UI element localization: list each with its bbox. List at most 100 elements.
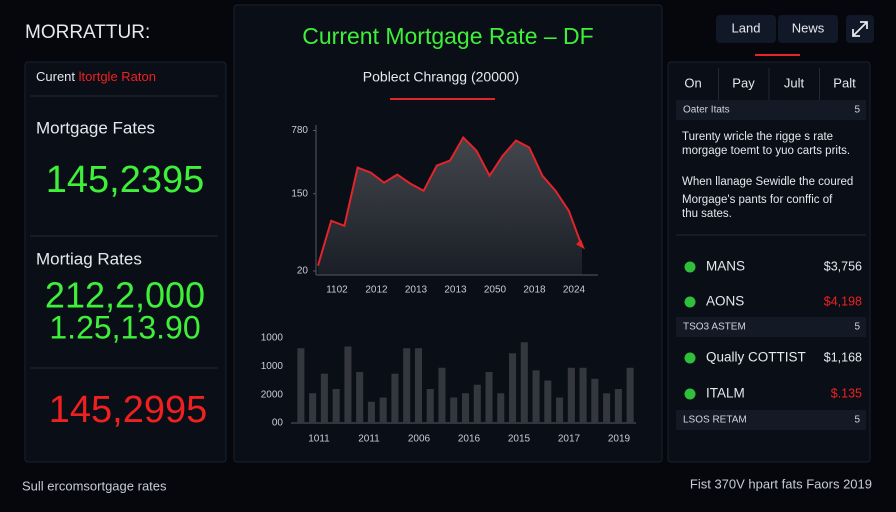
- big-value: 145,2995: [49, 389, 208, 431]
- nav-button[interactable]: [778, 15, 838, 43]
- x-tick-label: 2012: [365, 285, 388, 296]
- bar: [309, 393, 317, 423]
- bar: [520, 342, 528, 423]
- tab-label[interactable]: Pay: [732, 75, 755, 90]
- x-tick-label: 2024: [563, 285, 586, 296]
- paragraph-line: morgage toemt to yuo carts prits.: [682, 145, 850, 157]
- chart-subtitle: Poblect Chrangg (20000): [363, 69, 519, 85]
- arrow-head: [576, 239, 585, 250]
- bar: [544, 380, 552, 423]
- big-value: 212,2,000: [45, 275, 205, 316]
- item-value: $.135: [831, 386, 862, 400]
- x-tick-label: 2013: [405, 285, 428, 296]
- bar: [532, 370, 540, 423]
- item-name[interactable]: MANS: [706, 259, 745, 274]
- y-tick-label: 780: [291, 125, 308, 136]
- x-tick-label: 2006: [408, 434, 431, 445]
- item-value: $1,168: [824, 350, 862, 364]
- footer-right: Fist 370V hpart fats Faors 2019: [690, 476, 872, 491]
- x-tick-label: 2011: [358, 434, 380, 445]
- tab-label[interactable]: Jult: [784, 75, 805, 90]
- tab-label[interactable]: Palt: [833, 75, 856, 90]
- bar: [332, 389, 340, 423]
- bar: [556, 397, 564, 423]
- bar: [579, 367, 587, 423]
- paragraph-line: Turenty wricle the rigge s rate: [682, 131, 833, 143]
- bar: [461, 393, 470, 423]
- summary-value: 5: [854, 105, 860, 116]
- line: [317, 135, 583, 266]
- item-name: TSO3 ASTEM: [683, 322, 746, 333]
- bar: [591, 378, 599, 423]
- bar: [485, 372, 493, 423]
- big-value: 145,2395: [46, 159, 205, 201]
- x-tick-label: 2018: [523, 285, 546, 296]
- bar: [426, 389, 434, 423]
- bar: [297, 348, 305, 423]
- section-label: Mortiag Rates: [36, 249, 142, 268]
- panel-heading: Curent ltortgle Raton: [36, 69, 156, 84]
- nav-button[interactable]: [716, 15, 776, 43]
- bar: [320, 373, 328, 423]
- item-icon: [684, 296, 696, 308]
- paragraph-line: When llanage Sewidle the coured: [682, 176, 853, 188]
- item-name[interactable]: Qually COTTIST: [706, 350, 806, 365]
- x-tick-label: 2013: [444, 285, 467, 296]
- item-icon: [684, 352, 696, 364]
- bar: [450, 397, 458, 423]
- bar: [473, 384, 481, 423]
- bar: [603, 393, 611, 423]
- bar: [567, 367, 575, 423]
- expand-icon: [852, 21, 868, 37]
- item-value: 5: [854, 322, 860, 333]
- x-tick-label: 2015: [508, 434, 531, 445]
- heading-part: ltortgle Raton: [79, 69, 156, 84]
- item-value: $3,756: [824, 259, 862, 273]
- summary-row: [676, 100, 866, 120]
- bar: [379, 397, 387, 423]
- y-tick-label: 150: [291, 188, 308, 199]
- bar: [414, 348, 422, 423]
- bar: [438, 367, 446, 423]
- y-tick-label: 20: [297, 266, 309, 277]
- nav-button-label[interactable]: News: [792, 20, 825, 35]
- bar: [367, 401, 375, 423]
- brand: MORRATTUR:: [25, 22, 150, 43]
- y-tick-label: 2000: [261, 389, 284, 400]
- tab-label[interactable]: On: [684, 75, 701, 90]
- bar: [509, 353, 517, 423]
- nav-button-label[interactable]: Land: [732, 20, 761, 35]
- y-tick-label: 00: [272, 418, 284, 429]
- list-row: [676, 410, 866, 430]
- bar: [614, 389, 622, 423]
- bar: [391, 373, 399, 423]
- item-icon: [684, 261, 696, 273]
- area: [318, 137, 582, 275]
- bar: [403, 348, 411, 423]
- summary-label: Oater Itats: [683, 105, 730, 116]
- x-tick-label: 2016: [458, 434, 481, 445]
- right-panel: [667, 61, 871, 463]
- bar: [497, 393, 505, 423]
- x-tick-label: 2019: [608, 434, 631, 445]
- y-tick-label: 1000: [261, 333, 284, 344]
- bar: [356, 372, 364, 423]
- x-tick-label: 1102: [326, 285, 348, 296]
- big-value: 1.25,13.90: [49, 309, 200, 345]
- item-name: LSOS RETAM: [683, 415, 747, 426]
- item-name[interactable]: AONS: [706, 294, 744, 309]
- right-content: On Pay Jult Palt Oater Itats 5 Turenty wricle …: [676, 68, 866, 430]
- left-panel: [24, 61, 227, 463]
- y-tick-label: 1000: [261, 361, 284, 372]
- footer-left: Sull ercomsortgage rates: [22, 478, 167, 493]
- item-value: $4,198: [824, 294, 862, 308]
- item-value: 5: [854, 415, 860, 426]
- paragraph-line: thu sates.: [682, 208, 732, 220]
- list-row: [676, 317, 866, 337]
- heading-part: Curent: [36, 69, 75, 84]
- chart-title: Current Mortgage Rate – DF: [302, 23, 593, 49]
- section-label: Mortgage Fates: [36, 118, 155, 137]
- charts: 20 150 780 1102 2012 2013 2013 2050 2018 2024 1000…: [261, 125, 636, 445]
- item-name[interactable]: ITALM: [706, 386, 745, 401]
- paragraph-line: Morgage's pants for conffic of: [682, 194, 833, 206]
